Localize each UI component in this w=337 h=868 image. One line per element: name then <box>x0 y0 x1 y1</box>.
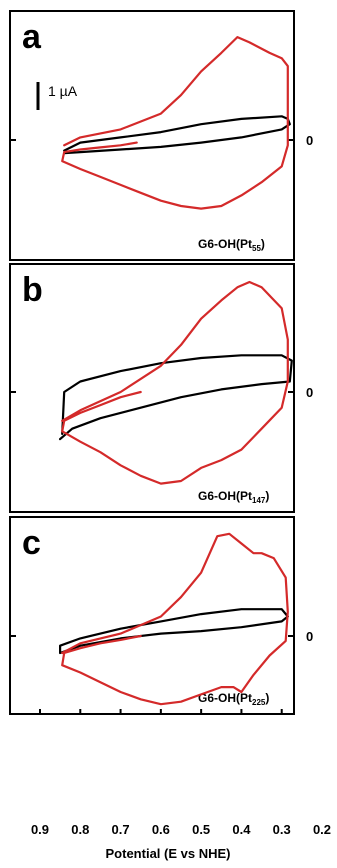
x-tick-label: 0.6 <box>152 822 170 837</box>
zero-label: 0 <box>306 385 313 400</box>
scale-bar: 1 µA <box>36 82 78 110</box>
panel-b: 0 b G6-OH(Pt147) <box>9 263 313 513</box>
panel-letter: b <box>22 271 43 309</box>
panel-c: 0 c G6-OH(Pt225) <box>9 516 313 715</box>
scale-bar-label: 1 µA <box>48 83 78 99</box>
panels-group: 0 a G6-OH(Pt55) 0 b G6-OH(Pt147) 0 c G6-OH(Pt225… <box>9 10 313 715</box>
red-trace <box>61 532 289 706</box>
red-trace <box>61 36 289 210</box>
black-trace <box>59 354 293 441</box>
sample-label: G6-OH(Pt147) <box>198 489 269 505</box>
x-tick-label: 0.9 <box>31 822 49 837</box>
black-trace <box>59 608 289 655</box>
sample-label: G6-OH(Pt225) <box>198 691 269 707</box>
x-tick-label: 0.3 <box>273 822 291 837</box>
zero-label: 0 <box>306 629 313 644</box>
zero-label: 0 <box>306 133 313 148</box>
panel-frame <box>9 263 295 513</box>
x-axis-label: Potential (E vs NHE) <box>106 846 231 861</box>
x-tick-label: 0.4 <box>232 822 251 837</box>
panel-letter: a <box>22 18 42 56</box>
panel-a: 0 a G6-OH(Pt55) <box>9 10 313 261</box>
x-tick-label: 0.7 <box>112 822 130 837</box>
x-axis: 0.9 0.8 0.7 0.6 0.5 0.4 0.3 0.2 <box>31 709 331 837</box>
sample-label: G6-OH(Pt55) <box>198 237 265 253</box>
panel-frame <box>9 10 295 261</box>
red-trace <box>61 280 289 485</box>
panel-letter: c <box>22 524 41 562</box>
panel-frame <box>9 516 295 715</box>
x-tick-label: 0.5 <box>192 822 210 837</box>
x-tick-label: 0.8 <box>71 822 89 837</box>
x-tick-label: 0.2 <box>313 822 331 837</box>
